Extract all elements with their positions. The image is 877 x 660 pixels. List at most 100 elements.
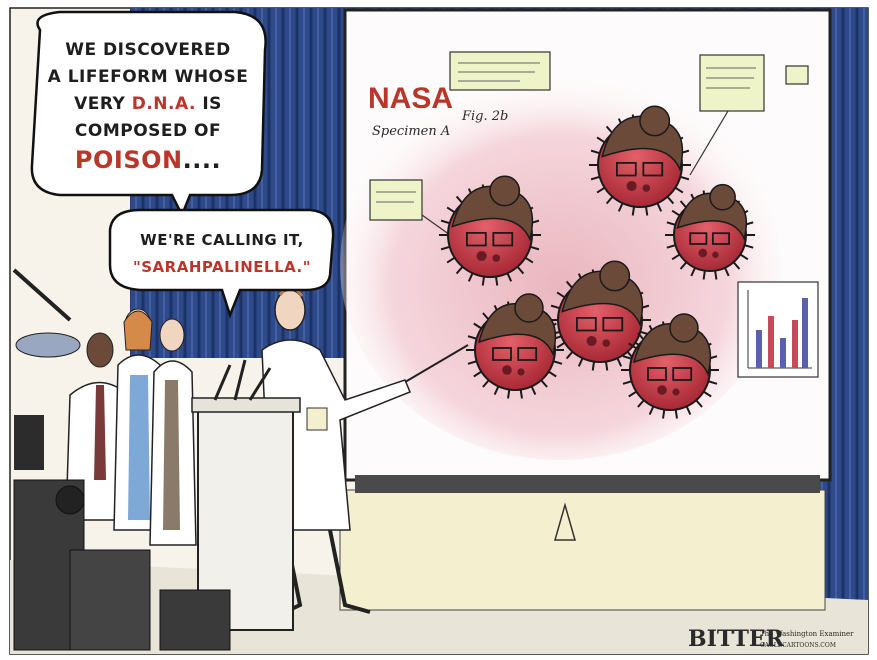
artist-signature: BITTER The Washington Examiner CAGLECART… [688, 626, 854, 652]
screen-bottom-bar [355, 475, 820, 493]
signature-publication: The Washington Examiner [760, 630, 854, 638]
microbe-spike [637, 399, 645, 408]
microbe-spike [556, 291, 566, 299]
bubble-1-line-5: POISON.... [75, 146, 221, 174]
glasses-icon [492, 347, 512, 361]
scientist-head [159, 318, 185, 352]
speech-bubble-2: WE'RE CALLING IT, "SARAHPALINELLA." [108, 208, 335, 319]
microbe-spike [590, 149, 600, 155]
microbe-spike [516, 266, 525, 275]
microbe-spike [679, 261, 688, 270]
callout-box [699, 54, 765, 112]
microbe-spike [455, 266, 464, 275]
signature-site: CAGLECARTOONS.COM [760, 642, 836, 649]
microbe-spot [626, 180, 637, 192]
microbe-spike [494, 276, 499, 286]
microbe-spike [708, 380, 718, 385]
bubble-2-line-1: WE'RE CALLING IT, [140, 231, 304, 249]
microbe-spike [648, 405, 655, 415]
callout-boxes [369, 51, 809, 236]
microbe-spike [590, 175, 600, 181]
specimen-label: Specimen A [372, 124, 450, 139]
microbe-spot [712, 251, 719, 259]
glasses-icon [576, 316, 597, 332]
bubble-1-line-1: WE DISCOVERED [65, 40, 231, 60]
microbe-hair-bun [669, 313, 699, 343]
speech-bubble-1: WE DISCOVERED A LIFEFORM WHOSE VERY D.N.… [30, 10, 267, 219]
microbe-spike [622, 355, 632, 360]
microbe-spike [680, 175, 690, 181]
glasses-icon [465, 231, 487, 247]
microbe-spot [476, 250, 487, 262]
microbe-spike [666, 221, 676, 226]
microbe-spike [617, 202, 624, 212]
glasses-icon [602, 316, 624, 332]
scientist-head [86, 332, 114, 368]
microbe-spike [662, 409, 666, 419]
microbe-spike [685, 405, 692, 415]
camera [159, 589, 231, 651]
microbe-spike [467, 272, 474, 282]
microbe-spike [473, 322, 482, 330]
microbe-spike [540, 379, 548, 388]
microbe-spike [591, 361, 596, 371]
microbe-spike [679, 200, 688, 209]
microbe [549, 260, 651, 371]
microbe-spike [556, 341, 566, 349]
bubble-2-line-2: "SARAHPALINELLA." [133, 258, 311, 276]
microbe-spike [739, 253, 749, 261]
microbe-spike [467, 335, 477, 340]
microbe [621, 313, 719, 419]
microbe-spike [596, 186, 606, 194]
microbe-spike [644, 206, 649, 216]
microbe-spike [548, 370, 557, 378]
microbe-spike [671, 253, 681, 261]
microbe-spike [631, 206, 636, 216]
presenter [261, 286, 411, 614]
callout-box [785, 65, 809, 85]
glasses-icon [616, 161, 637, 177]
microbe-spike [446, 256, 456, 264]
glasses-icon [492, 231, 514, 247]
microbe-spot [502, 365, 512, 375]
microbe-spot [672, 388, 680, 396]
microbe-spike [577, 357, 584, 367]
microbe-spike [622, 380, 632, 385]
glasses-icon [711, 232, 730, 245]
microbe-group [439, 105, 755, 419]
id-badge [306, 407, 328, 431]
glasses-icon [517, 347, 538, 361]
microbe-spot [657, 385, 667, 395]
microbe-spike [674, 409, 678, 419]
microbe-spike [482, 379, 490, 388]
microbe-spike [440, 219, 450, 225]
scientists-group [65, 308, 197, 546]
microbe-spot [492, 254, 501, 262]
callout-box [449, 51, 551, 91]
glasses-icon [689, 232, 708, 245]
microbe-spike [695, 399, 703, 408]
bubble-1-line-4: COMPOSED OF [75, 121, 221, 141]
microbe-spike [724, 267, 730, 277]
microbe-spike [616, 357, 623, 367]
glasses-icon [672, 367, 693, 381]
screen-base [339, 489, 826, 611]
microbe-spot [602, 339, 611, 347]
microbe-spike [553, 360, 563, 365]
microbe-spike [473, 370, 482, 378]
microbe-spike [481, 276, 486, 286]
microbe-spike [446, 206, 456, 214]
microbe-hair-bun [489, 175, 521, 207]
glasses-icon [647, 367, 667, 381]
screen-title: NASA [368, 82, 453, 115]
microbe-spike [519, 389, 523, 399]
microbe-spike [524, 256, 534, 264]
boom-mic-pole [12, 268, 72, 322]
microbe-hair-bun [709, 183, 736, 211]
pointer-stick [399, 344, 469, 386]
microbe-spike [467, 360, 477, 365]
microbe-spike [666, 196, 675, 205]
microbe-spike [666, 244, 676, 249]
